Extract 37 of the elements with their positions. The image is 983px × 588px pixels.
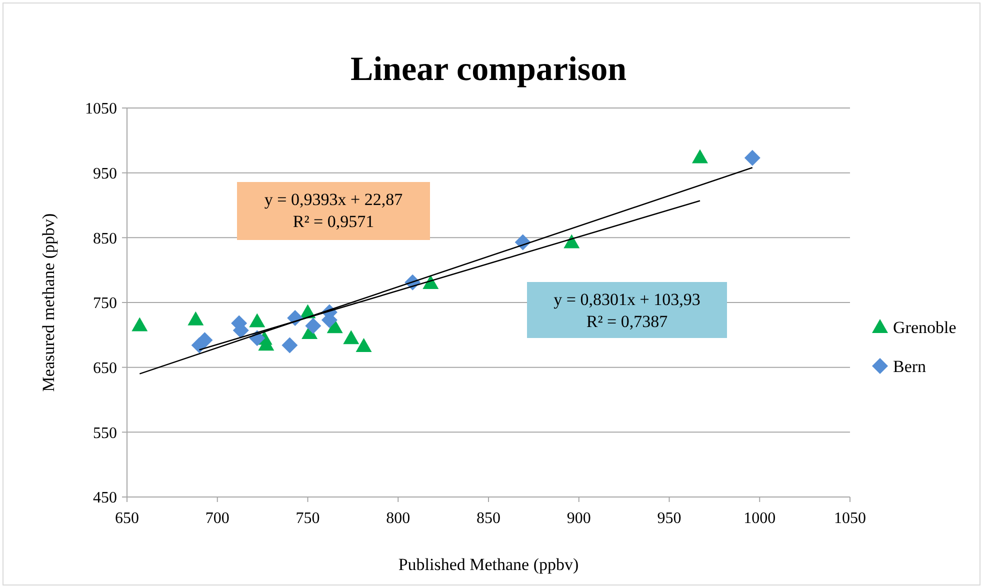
x-tick-label: 1050: [834, 510, 866, 527]
y-tick-label: 750: [93, 295, 117, 312]
x-tick-label: 850: [476, 510, 500, 527]
point: [564, 234, 580, 248]
y-tick-label: 550: [93, 424, 117, 442]
point: [422, 275, 439, 290]
point: [744, 150, 760, 166]
x-tick-label: 900: [566, 510, 591, 527]
legend-label: Grenoble: [893, 318, 956, 337]
chart-title: Linear comparison: [350, 51, 627, 88]
point: [305, 318, 322, 334]
point: [132, 317, 148, 332]
x-tick-label: 750: [296, 510, 320, 527]
point: [249, 313, 266, 328]
y-tick-label: 850: [93, 230, 117, 248]
annotation: R² = 0,7387: [586, 312, 668, 331]
point: [326, 319, 343, 334]
point: [343, 330, 360, 344]
x-tick-label: 700: [205, 510, 230, 527]
point: [188, 311, 204, 326]
legend-label: Bern: [893, 356, 927, 376]
y-axis-title: Measured methane (ppbv): [39, 213, 58, 392]
x-axis-title: Published Methane (ppbv): [398, 555, 579, 574]
y-tick-label: 650: [93, 360, 117, 377]
annotation: R² = 0,9571: [292, 212, 374, 231]
y-tick-label: 450: [93, 490, 117, 507]
y-tick-label: 950: [93, 165, 117, 182]
annotation: y = 0,9393x + 22,87: [264, 190, 404, 209]
annotation: y = 0,8301x + 103,93: [554, 290, 700, 309]
x-tick-label: 950: [657, 510, 682, 527]
point: [282, 337, 298, 354]
point: [692, 149, 708, 164]
point: [356, 338, 372, 352]
x-tick-label: 1000: [744, 510, 776, 527]
x-tick-label: 650: [115, 510, 139, 527]
x-tick-label: 800: [386, 510, 410, 527]
y-tick-label: 1050: [85, 100, 117, 118]
